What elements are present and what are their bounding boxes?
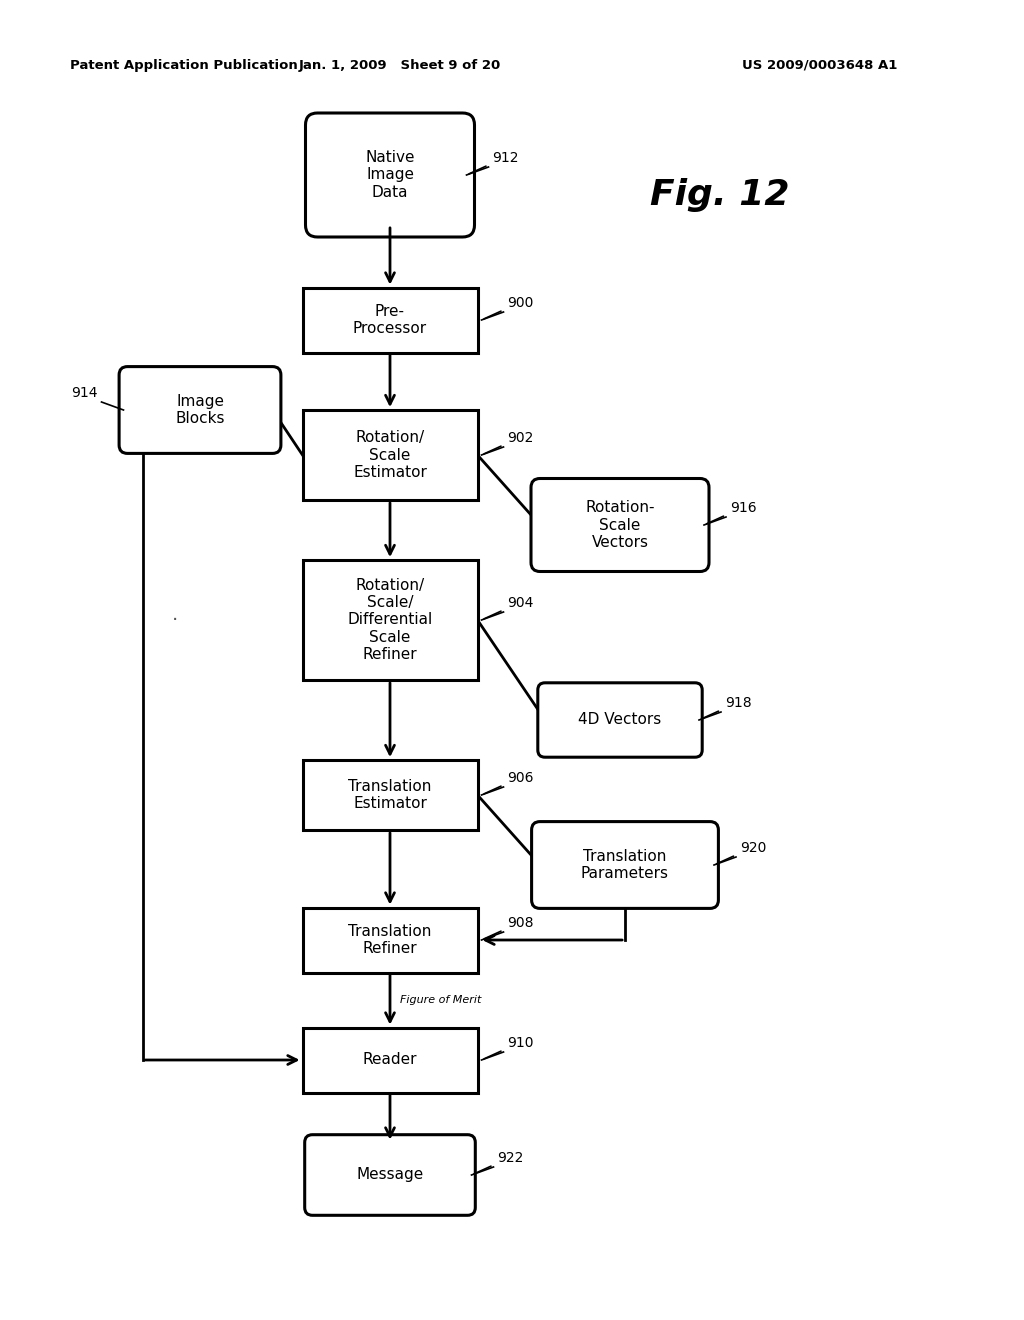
FancyBboxPatch shape [531, 821, 719, 908]
Text: Patent Application Publication: Patent Application Publication [70, 58, 298, 71]
Text: Rotation/
Scale/
Differential
Scale
Refiner: Rotation/ Scale/ Differential Scale Refi… [347, 578, 432, 663]
FancyBboxPatch shape [305, 114, 474, 238]
Text: US 2009/0003648 A1: US 2009/0003648 A1 [742, 58, 898, 71]
Text: 4D Vectors: 4D Vectors [579, 713, 662, 727]
FancyBboxPatch shape [119, 367, 281, 453]
Bar [302, 560, 477, 680]
Text: 920: 920 [740, 841, 766, 855]
Text: 914: 914 [71, 385, 97, 400]
Text: 918: 918 [725, 696, 752, 710]
Text: Native
Image
Data: Native Image Data [366, 150, 415, 199]
Bar [302, 760, 477, 830]
Text: 902: 902 [508, 432, 534, 445]
Text: Translation
Parameters: Translation Parameters [581, 849, 669, 882]
Text: Translation
Refiner: Translation Refiner [348, 924, 432, 956]
Text: Reader: Reader [362, 1052, 417, 1068]
Text: Fig. 12: Fig. 12 [650, 178, 790, 213]
Text: 912: 912 [493, 150, 519, 165]
Text: Image
Blocks: Image Blocks [175, 393, 224, 426]
Text: Rotation-
Scale
Vectors: Rotation- Scale Vectors [586, 500, 654, 550]
Text: ·: · [172, 610, 178, 630]
Bar [302, 908, 477, 973]
Text: Rotation/
Scale
Estimator: Rotation/ Scale Estimator [353, 430, 427, 480]
FancyBboxPatch shape [538, 682, 702, 758]
Text: Message: Message [356, 1167, 424, 1183]
Text: 910: 910 [508, 1036, 534, 1049]
FancyBboxPatch shape [305, 1135, 475, 1216]
Text: 916: 916 [730, 502, 757, 515]
Text: 922: 922 [498, 1151, 524, 1166]
Text: 908: 908 [508, 916, 534, 931]
Text: 906: 906 [508, 771, 534, 785]
Text: Pre-
Processor: Pre- Processor [353, 304, 427, 337]
Text: 900: 900 [508, 296, 534, 310]
Bar [302, 1027, 477, 1093]
FancyBboxPatch shape [531, 479, 709, 572]
Text: Translation
Estimator: Translation Estimator [348, 779, 432, 812]
Bar [302, 288, 477, 352]
Text: Figure of Merit: Figure of Merit [400, 995, 481, 1005]
Text: Jan. 1, 2009   Sheet 9 of 20: Jan. 1, 2009 Sheet 9 of 20 [299, 58, 501, 71]
Bar [302, 411, 477, 500]
Text: 904: 904 [508, 597, 534, 610]
